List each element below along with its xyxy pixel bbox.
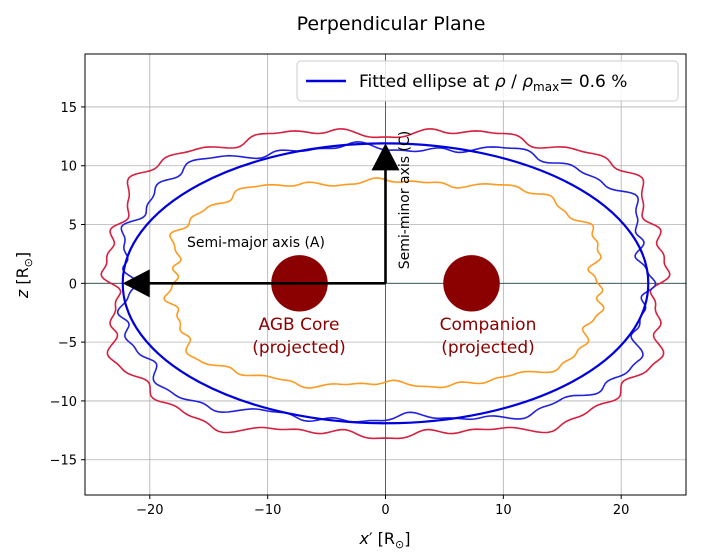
companion-label: Companion bbox=[440, 315, 537, 335]
x-axis-unit: [R bbox=[373, 529, 395, 548]
y-axis-close: ] bbox=[13, 252, 32, 258]
semi-major-axis-label: Semi-major axis (A) bbox=[187, 235, 325, 251]
legend-box bbox=[296, 60, 679, 102]
companion-disc bbox=[443, 255, 500, 312]
semi-minor-axis-label: Semi-minor axis (C) bbox=[397, 131, 413, 269]
ticks: −20 −10 0 10 20 −15 −10 −5 0 5 10 15 bbox=[50, 101, 630, 518]
semi-major-arrowhead bbox=[122, 269, 150, 298]
legend-suffix: = 0.6 % bbox=[559, 72, 627, 92]
legend-rho-max: ρ bbox=[522, 72, 533, 92]
legend-prefix: Fitted ellipse at bbox=[359, 72, 495, 92]
companion-sublabel: (projected) bbox=[441, 338, 535, 358]
y-tick-label: 0 bbox=[69, 277, 77, 292]
axis-arrows bbox=[122, 143, 400, 298]
x-tick-label: −20 bbox=[136, 503, 163, 518]
x-axis-var: x bbox=[358, 529, 369, 548]
semi-minor-arrowhead bbox=[371, 143, 400, 171]
legend-slash: / bbox=[506, 72, 523, 92]
x-tick-label: 10 bbox=[495, 503, 512, 518]
agb-core-sublabel: (projected) bbox=[252, 338, 346, 358]
legend-max-sub: max bbox=[533, 80, 559, 94]
x-tick-label: 0 bbox=[381, 503, 389, 518]
x-axis-sun: ⊙ bbox=[395, 538, 404, 551]
legend-label: Fitted ellipse at ρ / ρmax= 0.6 % bbox=[359, 72, 627, 94]
y-axis-unit: [R bbox=[13, 267, 32, 289]
y-tick-label: 10 bbox=[60, 160, 77, 175]
y-tick-label: 5 bbox=[69, 219, 77, 234]
y-axis-label: z [R⊙] bbox=[13, 252, 35, 299]
y-tick-label: −5 bbox=[58, 336, 77, 351]
x-tick-label: 20 bbox=[613, 503, 630, 518]
chart-title: Perpendicular Plane bbox=[297, 13, 486, 35]
y-axis-sun: ⊙ bbox=[22, 258, 35, 267]
x-axis-close: ] bbox=[404, 529, 410, 548]
agb-core-label: AGB Core bbox=[259, 315, 340, 335]
y-tick-label: 15 bbox=[60, 101, 77, 116]
y-tick-label: −10 bbox=[50, 395, 77, 410]
legend-rho: ρ bbox=[495, 72, 506, 92]
x-tick-label: −10 bbox=[254, 503, 281, 518]
contour-outer bbox=[100, 128, 671, 440]
y-tick-label: −15 bbox=[50, 454, 77, 469]
legend: Fitted ellipse at ρ / ρmax= 0.6 % bbox=[296, 60, 679, 102]
x-axis-label: x′ [R⊙] bbox=[358, 529, 410, 551]
y-axis-var: z bbox=[13, 289, 32, 299]
x-axis-prime: ′ bbox=[369, 529, 373, 548]
